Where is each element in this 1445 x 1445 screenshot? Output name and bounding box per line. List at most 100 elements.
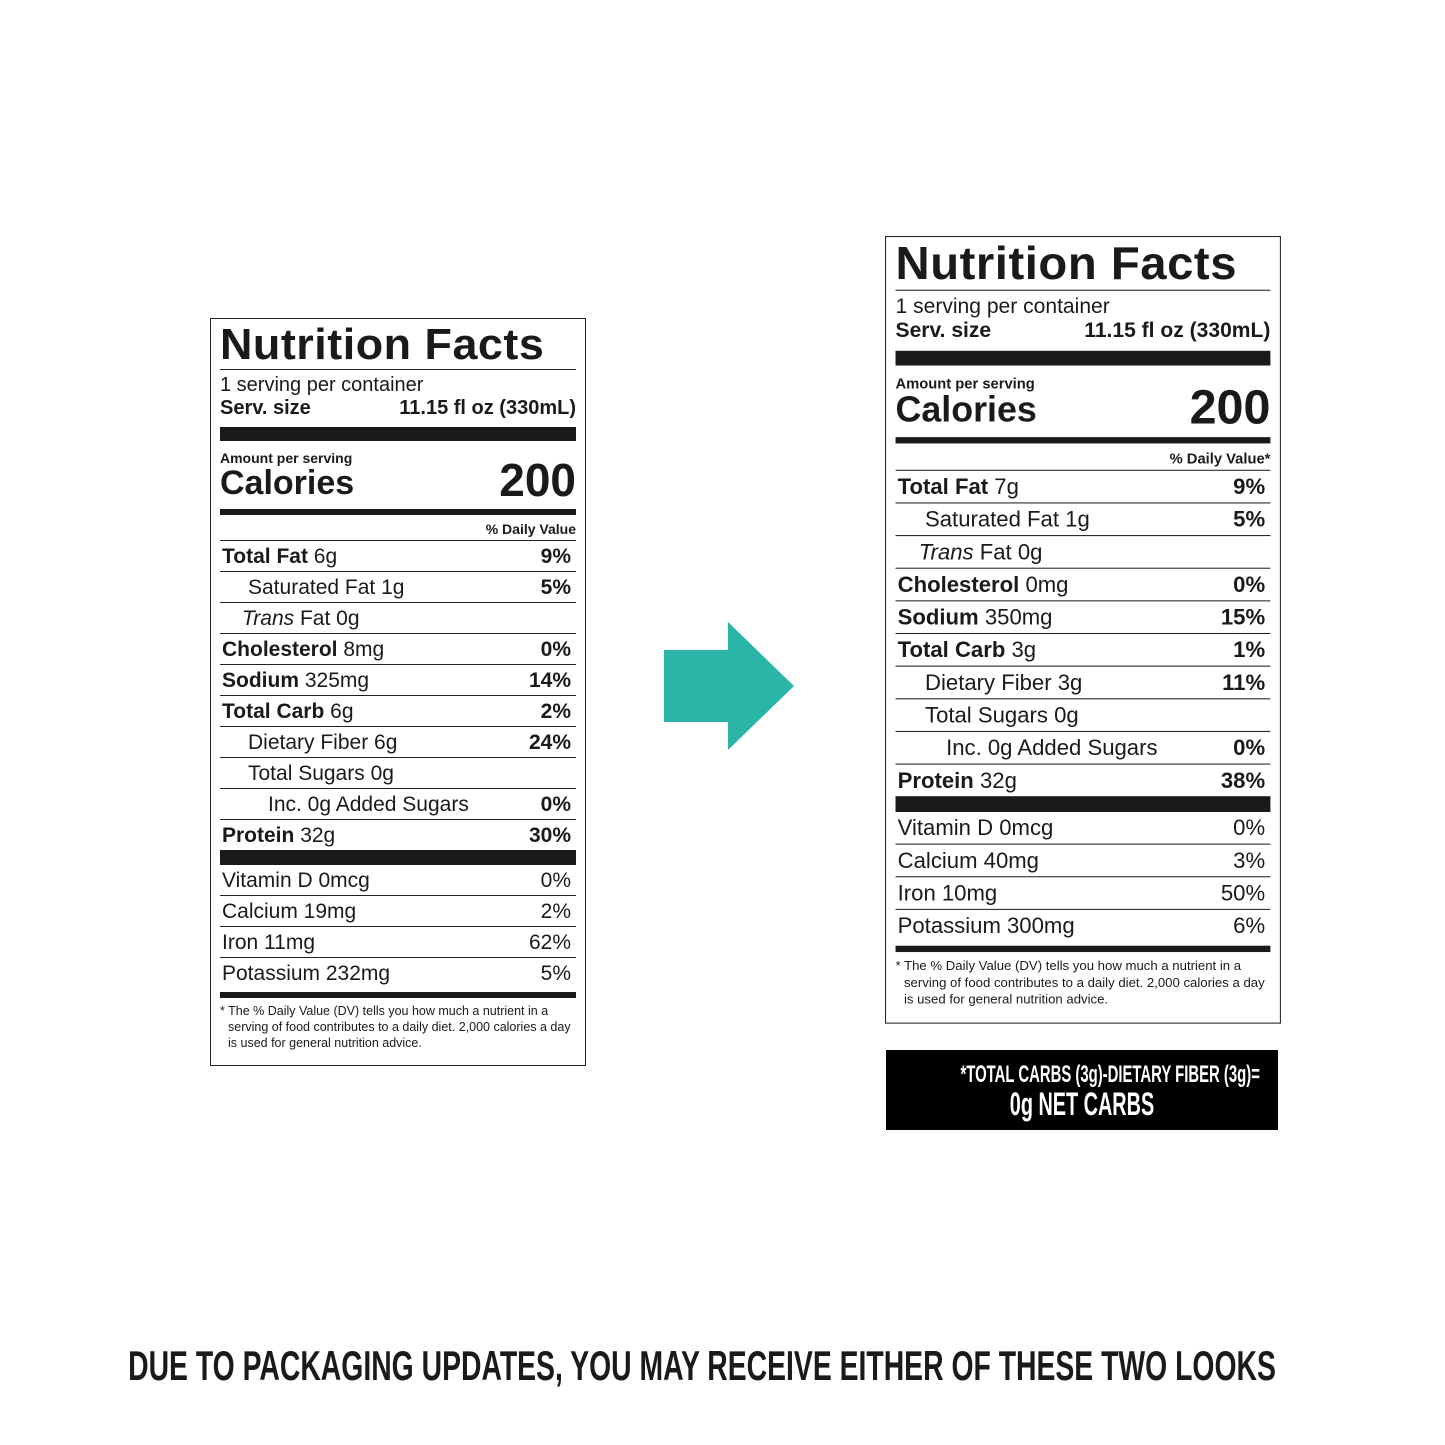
- nutrient-amount: 32g: [979, 768, 1017, 794]
- nutrient-amount: 32g: [300, 824, 336, 847]
- nutrient-name: Sodium 325mg: [222, 665, 369, 695]
- nutrient-name: Saturated Fat 1g: [248, 572, 404, 602]
- arrow-right-icon: [664, 622, 794, 750]
- nutrient-row: Inc. 0g Added Sugars 0%: [220, 789, 576, 820]
- vitamin-row: Calcium 40mg 3%: [895, 845, 1271, 878]
- nutrient-daily-value: 9%: [540, 545, 571, 568]
- serving-size-value: 11.15 fl oz (330mL): [1084, 319, 1271, 343]
- nutrient-row: Sodium 350mg 15%: [895, 601, 1271, 635]
- calories-label: Calories: [220, 464, 355, 502]
- nutrient-amount: 6g: [313, 545, 338, 568]
- nutrient-name: Total Carb 6g: [222, 696, 354, 726]
- vitamin-name: Vitamin D 0mcg: [222, 869, 370, 892]
- serving-size-value: 11.15 fl oz (330mL): [399, 397, 576, 419]
- nutrient-amount: Dietary Fiber 3g: [925, 670, 1083, 696]
- vitamin-daily-value: 62%: [528, 931, 571, 954]
- vitamin-daily-value: 2%: [540, 900, 571, 923]
- nutrient-bold-name: Sodium: [897, 605, 979, 630]
- nutrient-name: Trans Fat 0g: [242, 603, 360, 633]
- thick-bar: [895, 796, 1271, 812]
- serving-size: Serv. size 11.15 fl oz (330mL): [896, 318, 1271, 343]
- nutrient-row: Trans Fat 0g: [895, 536, 1271, 569]
- nutrient-row: Total Sugars 0g: [895, 699, 1271, 732]
- nutrient-name: Cholesterol 0mg: [898, 569, 1069, 601]
- footnote: * The % Daily Value (DV) tells you how m…: [220, 1004, 571, 1050]
- divider: [895, 289, 1271, 291]
- nutrient-row: Trans Fat 0g: [220, 603, 576, 634]
- nutrient-daily-value: 9%: [1233, 475, 1266, 500]
- nutrient-daily-value: 15%: [1220, 605, 1266, 630]
- nutrient-row: Sodium 325mg 14%: [220, 665, 576, 696]
- nutrient-amount: Saturated Fat 1g: [248, 576, 405, 599]
- divider: [220, 369, 576, 370]
- amount-per-serving: Amount per serving: [895, 374, 1035, 392]
- thick-bar: [220, 427, 576, 441]
- label-title: Nutrition Facts: [220, 320, 545, 369]
- nutrient-name: Sodium 350mg: [898, 601, 1053, 633]
- nutrient-name: Cholesterol 8mg: [222, 634, 384, 664]
- nutrient-amount: 7g: [994, 475, 1019, 500]
- medium-bar: [220, 509, 576, 515]
- packaging-notice: DUE TO PACKAGING UPDATES, YOU MAY RECEIV…: [128, 1342, 1276, 1389]
- nutrient-amount: 325mg: [304, 669, 370, 692]
- nutrient-italic-name: Trans: [242, 607, 295, 630]
- label-title: Nutrition Facts: [895, 238, 1238, 290]
- calories-label: Calories: [895, 389, 1037, 430]
- nutrient-daily-value: 14%: [528, 669, 571, 692]
- nutrient-row: Total Carb 3g 1%: [895, 634, 1271, 667]
- calories-row: Calories 200: [220, 457, 576, 503]
- nutrient-bold-name: Total Fat: [897, 475, 989, 500]
- nutrient-amount: Fat 0g: [299, 607, 360, 630]
- nutrient-amount: 350mg: [984, 605, 1053, 630]
- nutrient-name: Inc. 0g Added Sugars: [268, 789, 469, 819]
- nutrient-row: Cholesterol 0mg 0%: [895, 569, 1271, 602]
- nutrient-row: Total Fat 6g 9%: [220, 541, 576, 572]
- nutrient-bold-name: Protein: [222, 824, 295, 847]
- nutrient-name: Total Fat 6g: [222, 541, 337, 571]
- nutrient-amount: Inc. 0g Added Sugars: [946, 736, 1158, 761]
- nutrient-name: Protein 32g: [898, 765, 1017, 797]
- nutrient-amount: Dietary Fiber 6g: [248, 731, 398, 754]
- vitamin-name: Potassium 232mg: [222, 962, 391, 985]
- amount-per-serving: Amount per serving: [220, 450, 353, 466]
- nutrient-amount: 3g: [1011, 638, 1037, 663]
- serving-size-label: Serv. size: [220, 397, 311, 419]
- nutrient-row: Protein 32g 38%: [896, 765, 1271, 797]
- vitamin-daily-value: 0%: [1233, 816, 1266, 841]
- nutrient-bold-name: Total Fat: [222, 545, 308, 568]
- nutrient-daily-value: 0%: [1233, 736, 1266, 761]
- net-carbs-formula: *TOTAL CARBS (3g)-DIETARY FIBER (3g)=: [960, 1061, 1260, 1088]
- calories-row: Calories 200: [895, 382, 1271, 430]
- nutrient-row: Protein 32g 30%: [220, 820, 576, 850]
- serving-size: Serv. size 11.15 fl oz (330mL): [220, 396, 576, 420]
- nutrient-bold-name: Total Carb: [897, 638, 1006, 663]
- vitamin-daily-value: 50%: [1220, 881, 1266, 906]
- nutrient-daily-value: 38%: [1220, 768, 1266, 794]
- nutrient-bold-name: Total Carb: [222, 700, 325, 723]
- serving-size-label: Serv. size: [895, 319, 992, 343]
- vitamin-daily-value: 3%: [1233, 848, 1266, 874]
- nutrient-row: Dietary Fiber 6g 24%: [220, 727, 576, 758]
- nutrient-daily-value: 30%: [528, 824, 571, 847]
- nutrient-daily-value: 0%: [540, 638, 571, 661]
- vitamin-daily-value: 6%: [1233, 914, 1266, 939]
- medium-bar: [895, 945, 1271, 953]
- arrow-shape: [664, 622, 794, 750]
- nutrient-row: Total Fat 7g 9%: [895, 471, 1271, 504]
- vitamin-name: Potassium 300mg: [897, 914, 1075, 939]
- vitamin-name: Calcium 19mg: [222, 900, 357, 923]
- nutrient-row: Dietary Fiber 3g 11%: [895, 667, 1271, 700]
- nutrient-name: Saturated Fat 1g: [925, 503, 1090, 535]
- label-content: Nutrition Facts 1 serving per container Se…: [895, 237, 1271, 1008]
- calories-value: 200: [1189, 379, 1271, 434]
- nutrient-name: Total Sugars 0g: [248, 758, 394, 788]
- nutrient-amount: 0mg: [1025, 572, 1069, 598]
- nutrient-daily-value: 5%: [540, 576, 571, 599]
- thick-bar: [895, 350, 1271, 366]
- nutrient-daily-value: 5%: [1233, 507, 1266, 532]
- vitamin-name: Vitamin D 0mcg: [897, 816, 1054, 841]
- nutrient-daily-value: 11%: [1222, 670, 1266, 696]
- vitamin-name: Calcium 40mg: [897, 848, 1039, 874]
- nutrient-name: Total Carb 3g: [898, 634, 1036, 666]
- nutrient-name: Total Fat 7g: [898, 471, 1019, 503]
